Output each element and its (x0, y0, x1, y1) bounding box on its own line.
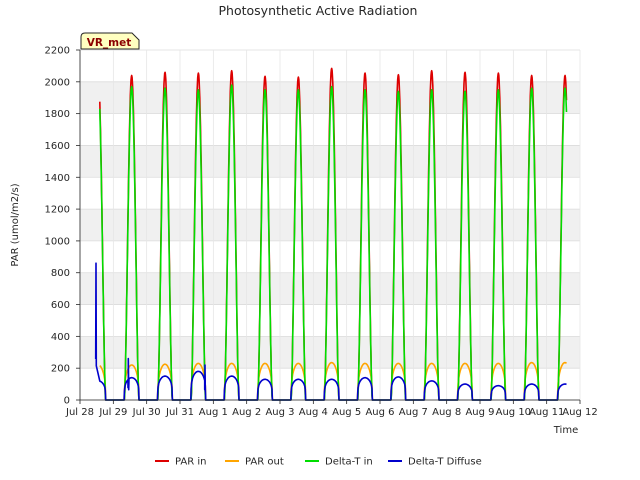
x-tick-label: Aug 7 (399, 407, 428, 418)
plot-band (80, 50, 580, 82)
y-tick-label: 800 (51, 268, 70, 279)
legend-label: Delta-T in (325, 457, 373, 468)
y-tick-label: 200 (51, 364, 70, 375)
y-tick-label: 1800 (45, 109, 70, 120)
y-tick-label: 600 (51, 300, 70, 311)
x-tick-label: Aug 10 (496, 407, 531, 418)
plot-band (80, 240, 580, 273)
x-tick-label: Jul 30 (132, 407, 161, 418)
x-tick-label: Aug 6 (365, 407, 394, 418)
x-tick-label: Jul 29 (98, 407, 127, 418)
x-tick-label: Aug 9 (465, 407, 494, 418)
y-tick-label: 2200 (45, 46, 70, 57)
x-tick-label: Jul 31 (165, 407, 194, 418)
x-tick-label: Aug 1 (199, 407, 228, 418)
y-tick-label: 0 (64, 396, 70, 407)
legend: PAR in PAR out Delta-T in Delta-T Diffuse (155, 457, 482, 468)
x-axis-label: Time (553, 425, 578, 436)
y-axis-label: PAR (umol/m2/s) (10, 183, 21, 266)
legend-label: Delta-T Diffuse (408, 457, 482, 468)
plot-band (80, 177, 580, 210)
x-tick-label: Jul 28 (65, 407, 94, 418)
legend-label: PAR in (175, 457, 206, 468)
plot-band (80, 209, 580, 241)
chart-title: Photosynthetic Active Radiation (219, 3, 418, 18)
y-tick-label: 1200 (45, 205, 70, 216)
y-tick-label: 400 (51, 332, 70, 343)
x-tick-label: Aug 11 (529, 407, 564, 418)
plot-band (80, 272, 580, 305)
y-tick-label: 1000 (45, 236, 70, 247)
site-badge-label: VR_met (87, 37, 132, 49)
x-tick-label: Aug 8 (432, 407, 461, 418)
y-tick-labels: 0 200 400 600 800 1000 1200 1400 1600 1800 2000 220… (45, 46, 80, 407)
x-tick-label: Aug 5 (332, 407, 361, 418)
y-tick-label: 1400 (45, 173, 70, 184)
x-tick-label: Aug 3 (265, 407, 294, 418)
y-tick-label: 2000 (45, 77, 70, 88)
plot-band (80, 368, 580, 400)
axes (79, 50, 580, 401)
x-tick-label: Aug 4 (299, 407, 328, 418)
plot-band (80, 304, 580, 337)
site-badge: VR_met (80, 32, 140, 50)
y-tick-label: 1600 (45, 141, 70, 152)
x-tick-label: Aug 2 (232, 407, 261, 418)
legend-label: PAR out (245, 457, 284, 468)
x-tick-label: Aug 12 (562, 407, 597, 418)
x-tick-labels: Jul 28 Jul 29 Jul 30 Jul 31 Aug 1 Aug 2 Aug 3 A… (65, 400, 598, 418)
